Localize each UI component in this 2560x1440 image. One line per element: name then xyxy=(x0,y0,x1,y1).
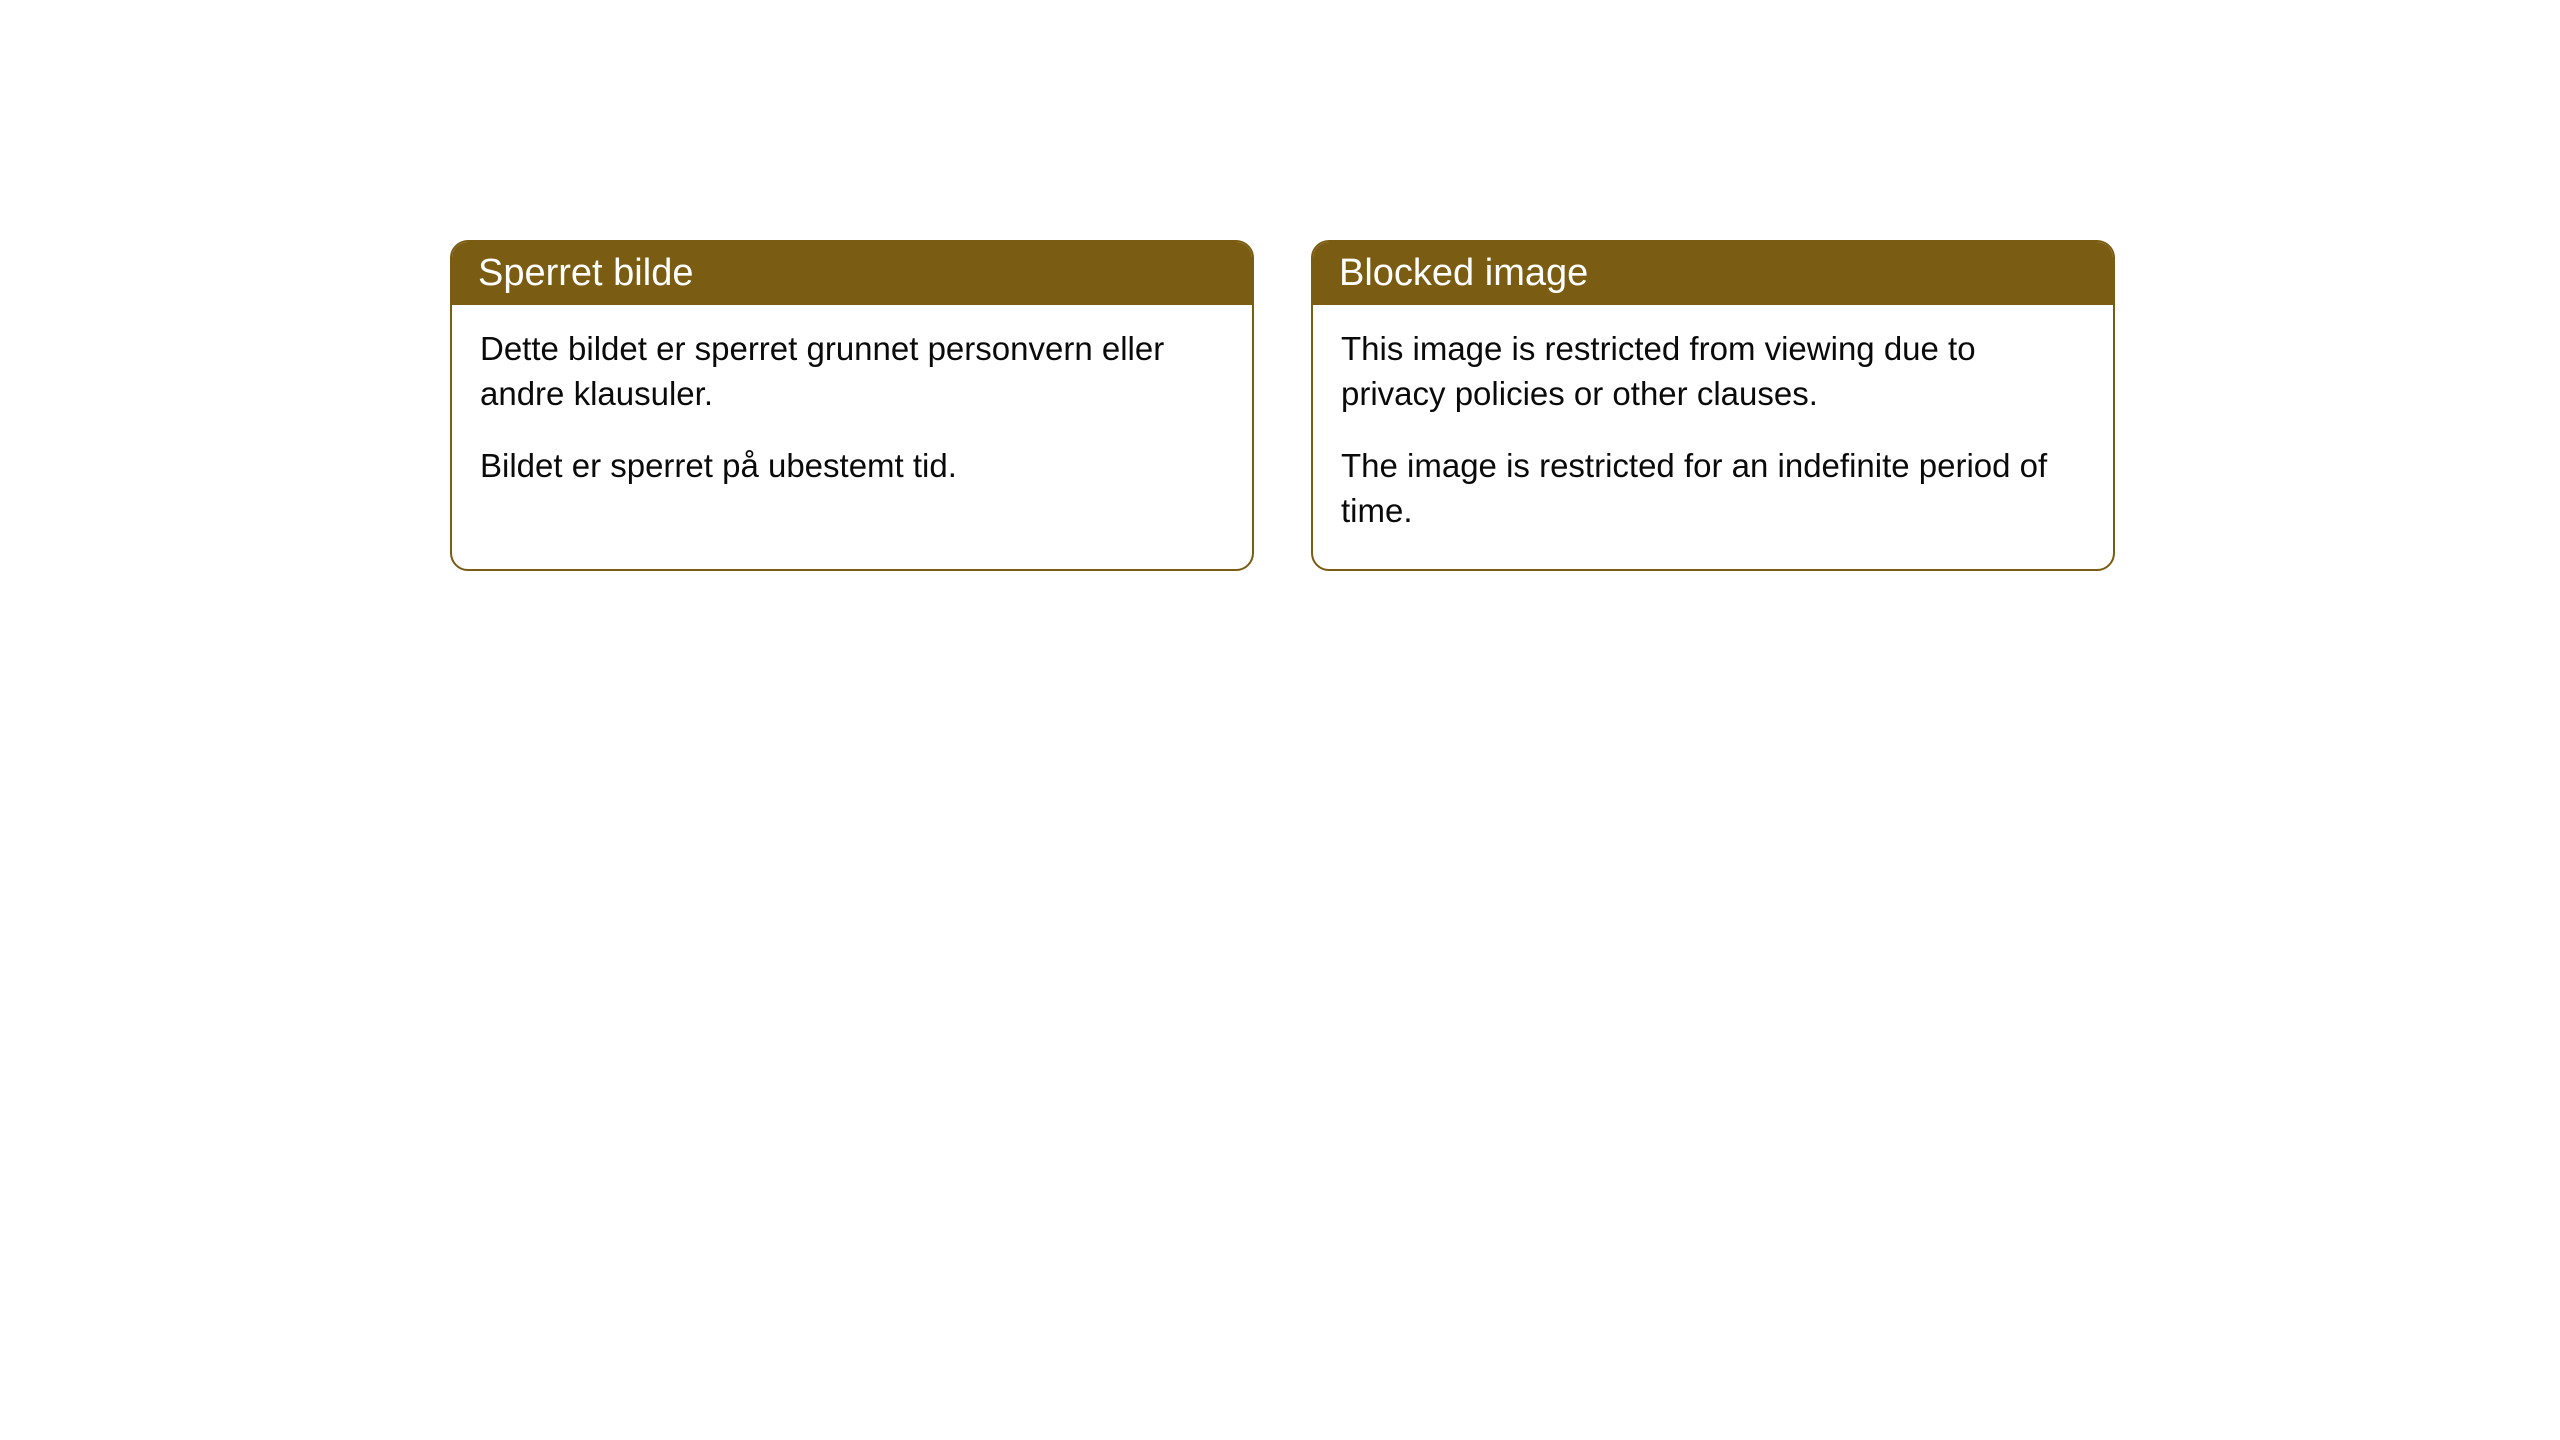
card-paragraph: This image is restricted from viewing du… xyxy=(1341,327,2085,416)
card-header: Sperret bilde xyxy=(452,242,1252,305)
card-title: Blocked image xyxy=(1339,252,1588,294)
card-body: Dette bildet er sperret grunnet personve… xyxy=(452,305,1252,525)
card-paragraph: Bildet er sperret på ubestemt tid. xyxy=(480,444,1224,489)
card-paragraph: Dette bildet er sperret grunnet personve… xyxy=(480,327,1224,416)
notice-card-norwegian: Sperret bilde Dette bildet er sperret gr… xyxy=(450,240,1254,571)
notice-container: Sperret bilde Dette bildet er sperret gr… xyxy=(450,240,2115,571)
card-paragraph: The image is restricted for an indefinit… xyxy=(1341,444,2085,533)
card-title: Sperret bilde xyxy=(478,252,693,294)
card-body: This image is restricted from viewing du… xyxy=(1313,305,2113,569)
card-header: Blocked image xyxy=(1313,242,2113,305)
notice-card-english: Blocked image This image is restricted f… xyxy=(1311,240,2115,571)
